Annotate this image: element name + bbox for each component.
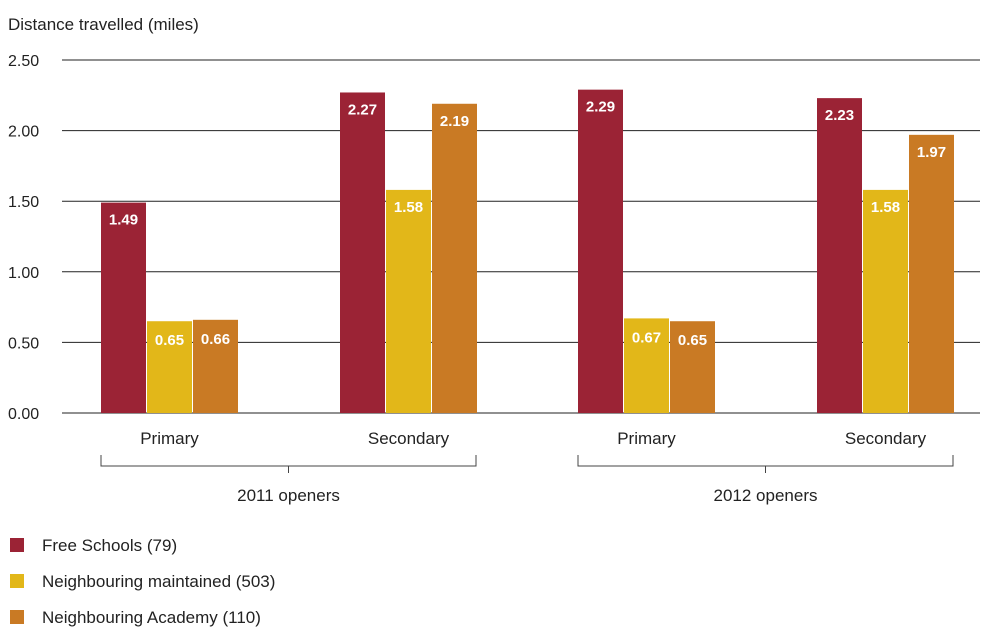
bar-value-label: 1.97 [917,144,946,161]
bar [340,92,385,413]
y-tick-label: 1.00 [8,265,39,282]
legend-label: Neighbouring maintained (503) [42,572,275,591]
bar-value-label: 2.23 [825,107,854,124]
legend-label: Free Schools (79) [42,536,177,555]
y-tick-label: 1.50 [8,194,39,211]
bar-value-label: 2.29 [586,99,615,116]
bar-value-label: 2.27 [348,101,377,118]
legend-swatch [10,538,24,552]
bar [909,134,954,413]
bar-value-label: 1.58 [871,199,900,216]
bar [578,89,623,413]
group-label: 2011 openers [237,486,340,505]
bar [670,321,715,413]
y-tick-label: 0.00 [8,406,39,423]
x-category-label: Primary [140,429,199,448]
bar [817,98,862,414]
legend-swatch [10,574,24,588]
y-tick-label: 0.50 [8,335,39,352]
group-bracket [577,455,954,473]
bar-value-label: 1.58 [394,199,423,216]
bar-value-label: 0.67 [632,329,661,346]
bar-value-label: 2.19 [440,113,469,130]
bar [432,103,477,413]
bar-value-label: 0.66 [201,331,230,348]
group-bracket [100,455,477,473]
bar [193,319,238,413]
bar [624,318,669,413]
y-tick-label: 2.50 [8,53,39,70]
y-tick-label: 2.00 [8,124,39,141]
bar-value-label: 0.65 [155,332,184,349]
y-axis-label: Distance travelled (miles) [8,15,199,34]
x-category-label: Primary [617,429,676,448]
legend-swatch [10,610,24,624]
bar [386,189,431,413]
group-label: 2012 openers [714,486,818,505]
x-category-label: Secondary [368,429,450,448]
legend-label: Neighbouring Academy (110) [42,608,261,627]
bar-value-label: 1.49 [109,212,138,229]
bar-value-label: 0.65 [678,332,707,349]
x-category-label: Secondary [845,429,927,448]
bar [101,202,146,413]
bar [147,321,192,413]
bar [863,189,908,413]
